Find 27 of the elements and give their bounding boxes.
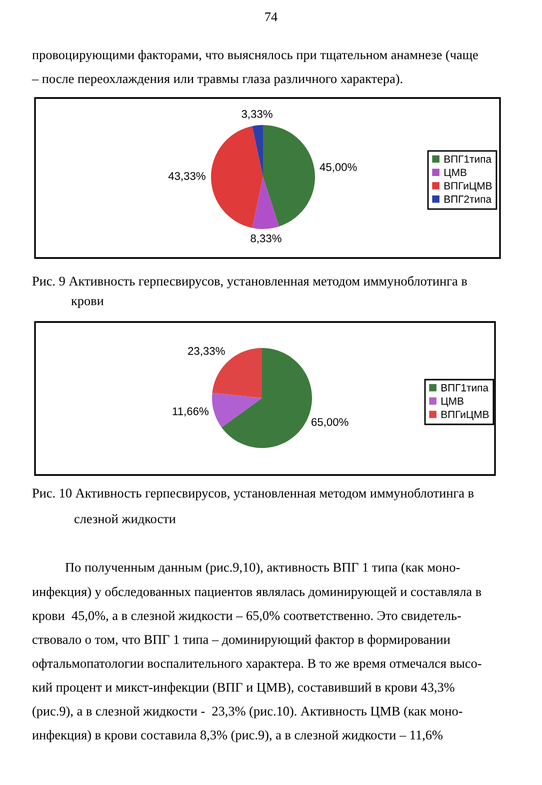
pie-slice <box>252 125 263 177</box>
legend-label: ВПГиЦМВ <box>444 182 492 192</box>
pie-slice <box>252 177 280 229</box>
text: провоцирующими факторами, что выяснялось при тщательном анамнезе (чаще – после переохлаждения или травмы глаза различного характера). <box>32 50 478 86</box>
data-label: 43,33% <box>168 172 206 182</box>
data-label: 8,33% <box>250 234 282 244</box>
text: слезной жидкости <box>74 514 176 526</box>
data-label: 3,33% <box>242 110 272 120</box>
legend-label: ЦМВ <box>441 398 464 407</box>
text: 74 <box>265 12 278 22</box>
legend-label: ЦМВ <box>444 168 466 178</box>
text: крови <box>71 298 104 308</box>
pie-slice <box>211 126 263 228</box>
text: По полученным данным (рис.9,10), активность ВПГ 1 типа (как моно- <box>65 562 460 575</box>
data-label: 65,00% <box>312 418 348 428</box>
text: Рис. 9 Активность герпесвирусов, установленная методом иммуноблотинга в <box>32 276 467 288</box>
data-label: 45,00% <box>320 163 357 172</box>
text: Рис. 10 Активность герпесвирусов, установленная методом иммуноблотинга в <box>32 488 474 500</box>
legend-label: ВПГиЦМВ <box>441 410 489 420</box>
pie-slice <box>212 392 262 428</box>
data-label: 11,66% <box>172 407 208 417</box>
legend-label: ВПГ2типа <box>444 195 492 203</box>
data-label: 23,33% <box>188 347 225 356</box>
legend-label: ВПГ1типа <box>441 384 489 392</box>
text: инфекция) у обследованных пациентов являлась доминирующей и составляла в крови 45,0%, а в слезной жидкости – 65,0% соответственно. Это свидетель- ствовало о том, что ВПГ 1 типа – доминирующий фактор в формировании офтальмопатологии воспалительного характера. В то же время отмечался высо- кий процент и микст-инфекции (ВПГ и ЦМВ), составивший в крови 43,3% (рис.9), а в слезной жидкости - 23,3% (рис.10). Активность ЦМВ (как моно- инфекция) в крови составила 8,3% (рис.9), а в слезной жидкости – 11,6% <box>32 586 482 742</box>
pie-slice <box>263 125 315 226</box>
legend-label: ВПГ1типа <box>444 155 492 163</box>
